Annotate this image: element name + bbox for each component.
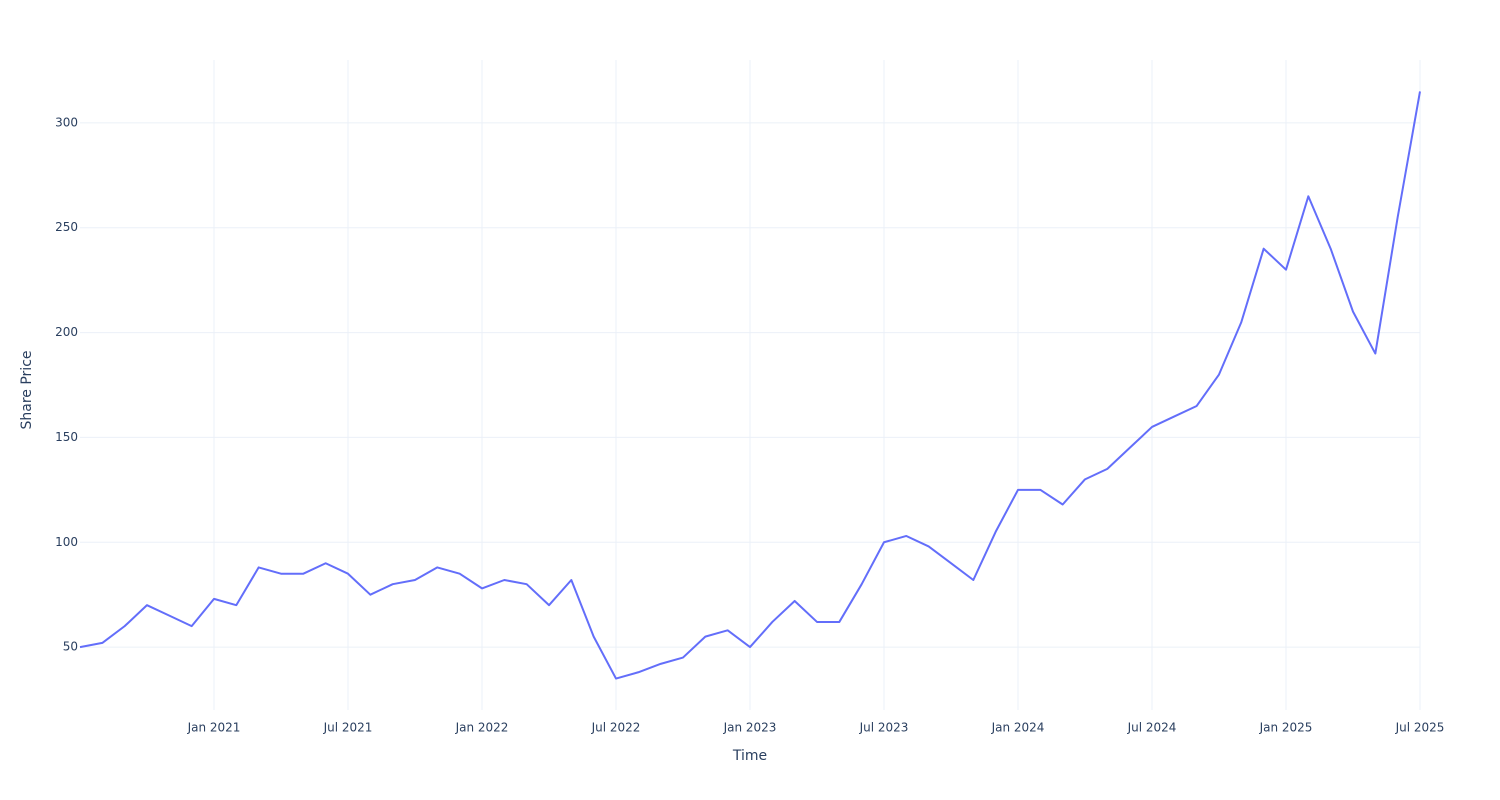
x-tick-label: Jul 2023 <box>859 721 909 735</box>
x-tick-label: Jan 2023 <box>723 721 777 735</box>
y-axis-title: Share Price <box>19 350 35 429</box>
x-tick-label: Jul 2025 <box>1395 721 1445 735</box>
x-tick-label: Jan 2024 <box>991 721 1045 735</box>
x-tick-label: Jul 2022 <box>591 721 641 735</box>
y-tick-label: 150 <box>55 430 78 444</box>
y-tick-label: 200 <box>55 325 78 339</box>
x-tick-label: Jan 2025 <box>1259 721 1313 735</box>
y-tick-label: 100 <box>55 535 78 549</box>
x-tick-label: Jan 2022 <box>455 721 509 735</box>
x-tick-label: Jul 2021 <box>323 721 373 735</box>
price-line <box>79 91 1421 680</box>
y-tick-label: 250 <box>55 220 78 234</box>
x-tick-label: Jan 2021 <box>187 721 241 735</box>
y-tick-label: 50 <box>63 640 78 654</box>
x-axis-title: Time <box>732 748 767 764</box>
x-tick-label: Jul 2024 <box>1127 721 1177 735</box>
y-tick-label: 300 <box>55 115 78 129</box>
